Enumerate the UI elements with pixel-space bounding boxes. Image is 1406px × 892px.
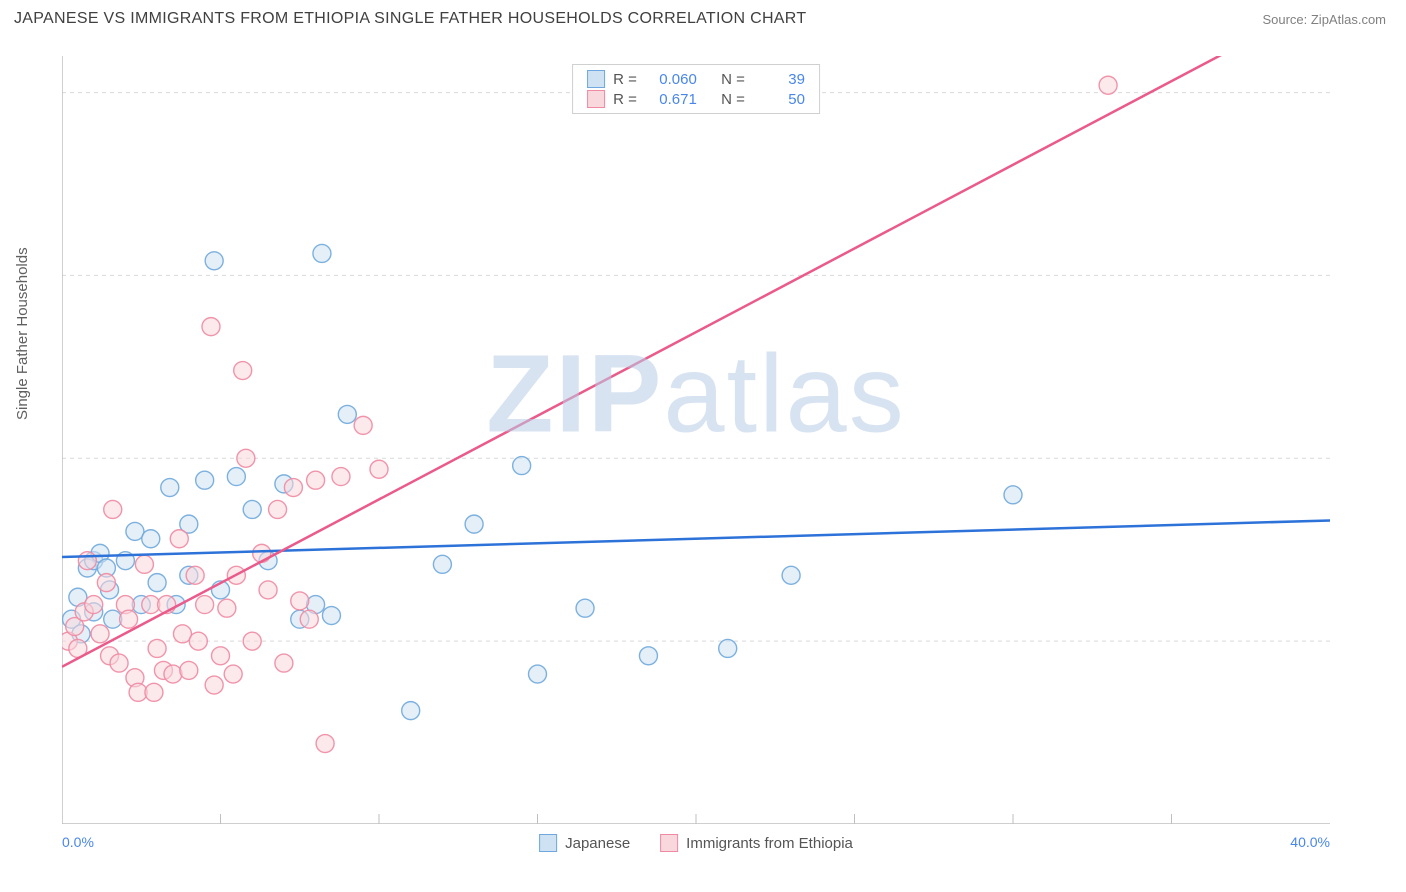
legend-n-label: N =: [721, 91, 745, 108]
legend-item: Immigrants from Ethiopia: [660, 834, 853, 852]
legend-swatch: [587, 90, 605, 108]
legend-item: Japanese: [539, 834, 630, 852]
legend-stats-row: R = 0.671 N = 50: [587, 89, 805, 109]
legend-n-value: 50: [753, 91, 805, 108]
x-tick-label: 0.0%: [62, 834, 94, 850]
x-tick-label: 40.0%: [1290, 834, 1330, 850]
chart-area: ZIPatlas R = 0.060 N = 39 R = 0.671 N = …: [62, 56, 1330, 824]
legend-r-label: R =: [613, 91, 637, 108]
legend-label: Immigrants from Ethiopia: [686, 835, 853, 852]
legend-n-label: N =: [721, 71, 745, 88]
y-axis-label: Single Father Households: [14, 247, 31, 420]
legend-r-value: 0.671: [645, 91, 697, 108]
legend-swatch: [660, 834, 678, 852]
legend-label: Japanese: [565, 835, 630, 852]
legend-swatch: [587, 70, 605, 88]
legend-r-label: R =: [613, 71, 637, 88]
scatter-plot: [62, 56, 1330, 824]
source-label: Source: ZipAtlas.com: [1262, 12, 1386, 27]
legend-stats-row: R = 0.060 N = 39: [587, 69, 805, 89]
title-bar: JAPANESE VS IMMIGRANTS FROM ETHIOPIA SIN…: [0, 0, 1406, 34]
chart-title: JAPANESE VS IMMIGRANTS FROM ETHIOPIA SIN…: [14, 10, 806, 28]
legend-n-value: 39: [753, 71, 805, 88]
legend-swatch: [539, 834, 557, 852]
legend-r-value: 0.060: [645, 71, 697, 88]
legend-stats: R = 0.060 N = 39 R = 0.671 N = 50: [572, 64, 820, 114]
legend-series: Japanese Immigrants from Ethiopia: [539, 834, 853, 852]
